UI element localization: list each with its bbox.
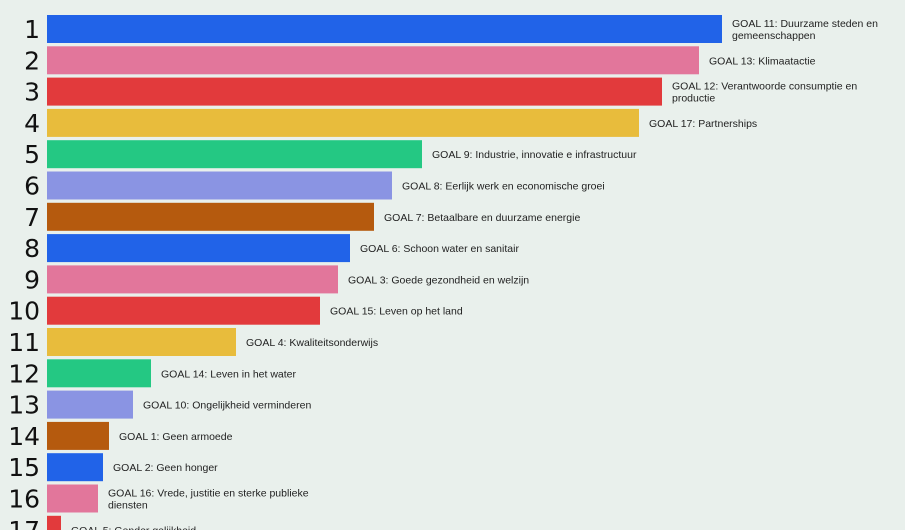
rank-number: 8	[24, 234, 40, 263]
bar-row: 13 GOAL 10: Ongelijkheid verminderen	[8, 390, 311, 420]
bar-label: GOAL 10: Ongelijkheid verminderen	[143, 400, 311, 412]
rank-number: 11	[8, 328, 40, 357]
bar-label-line: GOAL 12: Verantwoorde consumptie en	[672, 81, 857, 93]
bar-row: 2 GOAL 13: Klimaatactie	[24, 46, 816, 75]
bar-row: 10 GOAL 15: Leven op het land	[8, 296, 463, 326]
bar-row: 17 GOAL 5: Gender gelijkheid	[8, 515, 196, 530]
bar-label: GOAL 1: Geen armoede	[119, 431, 233, 443]
rank-number: 10	[8, 297, 40, 326]
rank-number: 3	[24, 78, 40, 107]
rank-number: 6	[24, 172, 40, 201]
bar	[47, 421, 109, 450]
bar-label: GOAL 2: Geen honger	[113, 462, 218, 474]
bar-label-line: GOAL 9: Industrie, innovatie e infrastru…	[432, 149, 637, 161]
bar-row: 12 GOAL 14: Leven in het water	[8, 359, 297, 388]
rank-number: 1	[24, 15, 40, 44]
rank-number: 7	[24, 203, 40, 232]
rank-number: 14	[8, 422, 40, 451]
bar-row: 1 GOAL 11: Duurzame steden en gemeenschapp…	[24, 15, 878, 44]
bar-label: GOAL 14: Leven in het water	[161, 368, 297, 380]
bar-label-line: GOAL 6: Schoon water en sanitair	[360, 243, 519, 255]
rank-number: 2	[24, 46, 40, 75]
bar-row: 6 GOAL 8: Eerlijk werk en economische gro…	[24, 171, 605, 201]
rank-number: 17	[8, 516, 40, 530]
bar-label: GOAL 8: Eerlijk werk en economische groe…	[402, 181, 605, 193]
bar-row: 11 GOAL 4: Kwaliteitsonderwijs	[8, 328, 378, 357]
bar-row: 3 GOAL 12: Verantwoorde consumptie en prod…	[24, 77, 857, 107]
bar-label-line: GOAL 17: Partnerships	[649, 118, 757, 130]
bar-row: 4 GOAL 17: Partnerships	[24, 109, 757, 138]
bar	[47, 46, 699, 75]
bar-label: GOAL 7: Betaalbare en duurzame energie	[384, 212, 580, 224]
bar-label-line: gemeenschappen	[732, 30, 816, 42]
bar	[47, 265, 338, 294]
bar-row: 16 GOAL 16: Vrede, justitie en sterke pub…	[8, 484, 309, 514]
bar-row: 15 GOAL 2: Geen honger	[8, 453, 218, 482]
bar-row: 7 GOAL 7: Betaalbare en duurzame energie	[24, 202, 580, 232]
bar	[47, 515, 61, 530]
bar-label-line: GOAL 14: Leven in het water	[161, 368, 297, 380]
bar-label: GOAL 13: Klimaatactie	[709, 55, 816, 67]
bar	[47, 390, 133, 419]
bar-label-line: GOAL 4: Kwaliteitsonderwijs	[246, 337, 378, 349]
bar-label-line: GOAL 16: Vrede, justitie en sterke publi…	[108, 488, 309, 500]
bar-label: GOAL 11: Duurzame steden en gemeenschappe…	[732, 18, 878, 42]
bar-label: GOAL 12: Verantwoorde consumptie en produ…	[672, 81, 857, 105]
rank-number: 4	[24, 109, 40, 138]
bar-label-line: GOAL 3: Goede gezondheid en welzijn	[348, 274, 529, 286]
bar	[47, 359, 151, 388]
bar-label: GOAL 3: Goede gezondheid en welzijn	[348, 274, 529, 286]
bar	[47, 140, 422, 169]
bar-label-line: GOAL 13: Klimaatactie	[709, 55, 816, 67]
bar-label: GOAL 4: Kwaliteitsonderwijs	[246, 337, 378, 349]
bar-label-line: GOAL 1: Geen armoede	[119, 431, 233, 443]
bar-label-line: productie	[672, 93, 715, 105]
bar-label-line: diensten	[108, 500, 148, 512]
rank-number: 16	[8, 485, 40, 514]
bar	[47, 234, 350, 263]
bar	[47, 296, 320, 325]
rank-number: 15	[8, 453, 40, 482]
bar-label-line: GOAL 5: Gender gelijkheid	[71, 525, 196, 530]
bar-label-line: GOAL 10: Ongelijkheid verminderen	[143, 400, 311, 412]
rank-number: 12	[8, 359, 40, 388]
bar	[47, 202, 374, 231]
bar-row: 14 GOAL 1: Geen armoede	[8, 421, 233, 451]
bar-label: GOAL 16: Vrede, justitie en sterke publi…	[108, 488, 309, 512]
bar-label-line: GOAL 11: Duurzame steden en	[732, 18, 878, 30]
bar	[47, 171, 392, 200]
bar	[47, 77, 662, 106]
bar-label: GOAL 9: Industrie, innovatie e infrastru…	[432, 149, 637, 161]
bar-label-line: GOAL 15: Leven op het land	[330, 306, 463, 318]
bar	[47, 15, 722, 43]
bar-label: GOAL 5: Gender gelijkheid	[71, 525, 196, 530]
bar	[47, 328, 236, 356]
bar-label: GOAL 6: Schoon water en sanitair	[360, 243, 519, 255]
bar-label: GOAL 17: Partnerships	[649, 118, 757, 130]
bar-label-line: GOAL 2: Geen honger	[113, 462, 218, 474]
bar-row: 8 GOAL 6: Schoon water en sanitair	[24, 234, 519, 263]
rank-number: 13	[8, 391, 40, 420]
bar-row: 5 GOAL 9: Industrie, innovatie e infrastr…	[24, 140, 637, 169]
bar	[47, 108, 639, 137]
rank-number: 5	[24, 140, 40, 169]
bar-row: 9 GOAL 3: Goede gezondheid en welzijn	[24, 265, 529, 294]
rank-number: 9	[24, 265, 40, 294]
bar	[47, 453, 103, 482]
bar-label-line: GOAL 7: Betaalbare en duurzame energie	[384, 212, 580, 224]
bar	[47, 484, 98, 513]
bar-label-line: GOAL 8: Eerlijk werk en economische groe…	[402, 181, 605, 193]
bar-label: GOAL 15: Leven op het land	[330, 306, 463, 318]
